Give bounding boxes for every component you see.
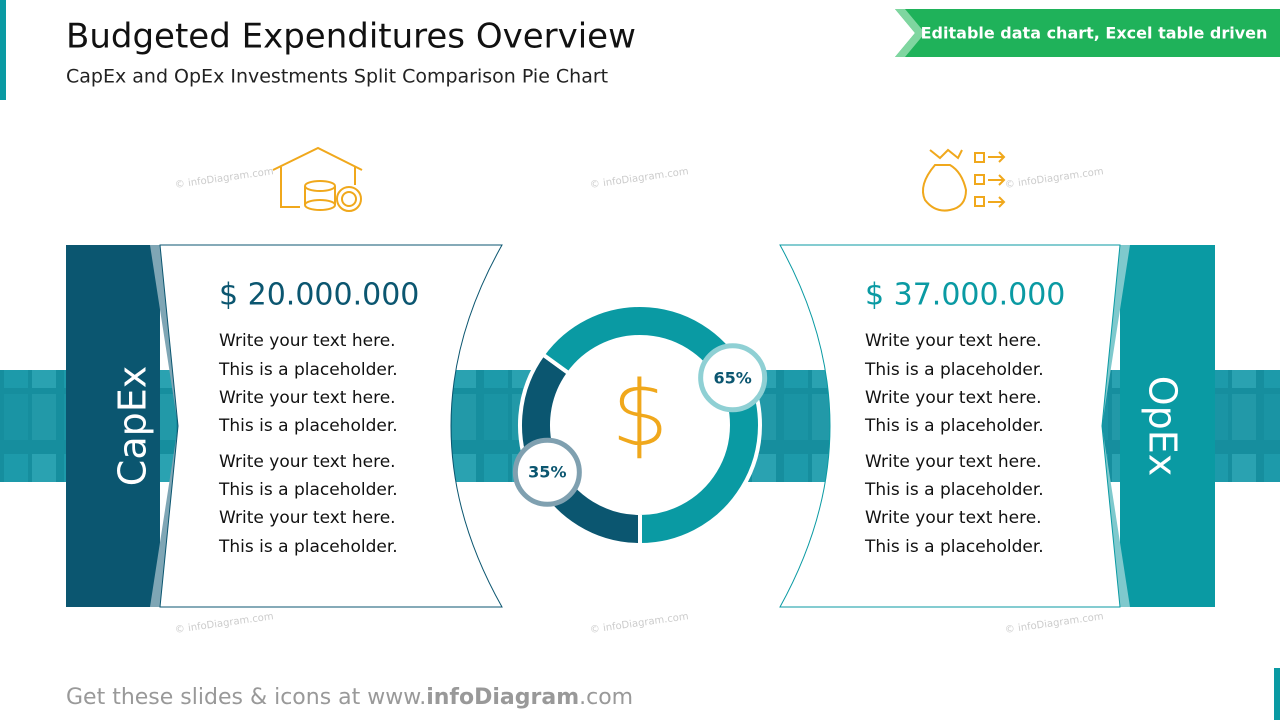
body-text: This is a placeholder.	[864, 416, 1044, 436]
accent-bar	[0, 0, 6, 100]
subtitle: CapEx and OpEx Investments Split Compari…	[66, 66, 608, 88]
watermark: © infoDiagram.com	[1004, 611, 1104, 636]
footer-prefix: Get these slides & icons at www.	[66, 685, 426, 710]
badge-edge	[895, 9, 925, 57]
body-text: Write your text here.	[865, 331, 1042, 351]
badge	[895, 9, 1280, 57]
label-bubble	[512, 437, 582, 507]
data-label: 35%	[528, 463, 566, 482]
body-text: This is a placeholder.	[218, 480, 398, 500]
watermark: © infoDiagram.com	[1004, 166, 1104, 191]
watermark: © infoDiagram.com	[589, 166, 689, 191]
body-text: This is a placeholder.	[864, 480, 1044, 500]
watermark: © infoDiagram.com	[174, 611, 274, 636]
donut-backdrop	[520, 305, 760, 545]
footer-suffix: .com	[579, 685, 633, 710]
body-text: Write your text here.	[865, 388, 1042, 408]
body-text: This is a placeholder.	[864, 537, 1044, 557]
watermark: © infoDiagram.com	[174, 166, 274, 191]
category-label: OpEx	[1141, 376, 1185, 477]
opex-icon	[922, 148, 1006, 212]
body-text: This is a placeholder.	[218, 416, 398, 436]
category-label: CapEx	[111, 366, 155, 486]
body-text: This is a placeholder.	[218, 360, 398, 380]
body-text: Write your text here.	[865, 508, 1042, 528]
dollar-icon: $	[611, 362, 668, 467]
footer-brand: infoDiagram	[426, 685, 579, 710]
amount: $ 37.000.000	[865, 278, 1065, 313]
accent-bar	[1274, 668, 1280, 720]
body-text: Write your text here.	[219, 508, 396, 528]
capex-panel	[159, 244, 503, 608]
body-text: Write your text here.	[219, 452, 396, 472]
footer: Get these slides & icons at www.infoDiag…	[66, 685, 633, 710]
opex-block	[1120, 245, 1215, 607]
watermark: © infoDiagram.com	[589, 611, 689, 636]
body-text: Write your text here.	[865, 452, 1042, 472]
badge-text: Editable data chart, Excel table driven	[921, 24, 1268, 43]
label-bubble	[698, 343, 768, 413]
amount: $ 20.000.000	[219, 278, 419, 313]
opex-panel	[779, 244, 1121, 608]
body-text: Write your text here.	[219, 331, 396, 351]
body-text: This is a placeholder.	[864, 360, 1044, 380]
data-label: 65%	[714, 368, 752, 387]
body-text: Write your text here.	[219, 388, 396, 408]
body-text: This is a placeholder.	[218, 537, 398, 557]
capex-icon	[272, 146, 363, 212]
capex-block	[66, 245, 160, 607]
title: Budgeted Expenditures Overview	[66, 17, 636, 57]
